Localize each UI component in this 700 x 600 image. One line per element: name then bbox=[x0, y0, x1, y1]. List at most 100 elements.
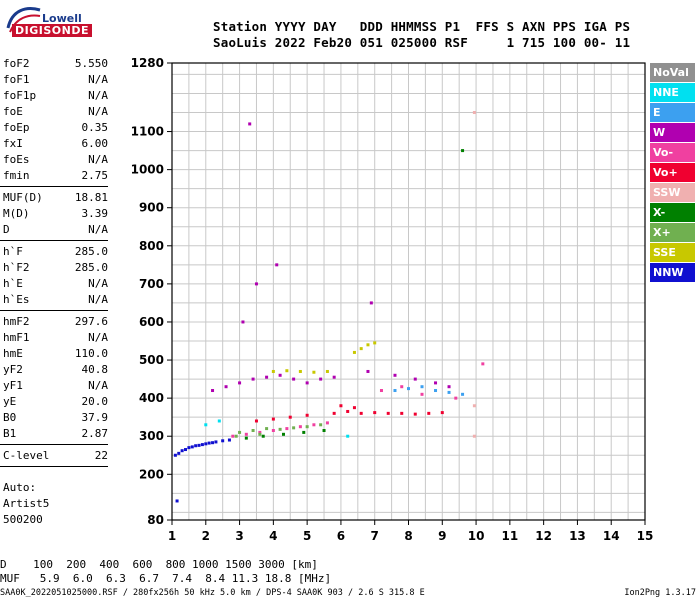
param-name: fmin bbox=[3, 169, 30, 182]
param-row: yF1 N/A bbox=[0, 378, 108, 394]
data-point-w bbox=[254, 282, 258, 286]
auto-code: 500200 bbox=[3, 513, 43, 526]
data-point-w bbox=[305, 381, 309, 385]
param-value: 2.87 bbox=[81, 427, 109, 440]
data-point-vominus bbox=[285, 427, 289, 431]
data-point-voplus bbox=[400, 411, 404, 415]
param-value: 22 bbox=[94, 449, 108, 462]
param-row: foEp 0.35 bbox=[0, 120, 108, 136]
param-row: h`E N/A bbox=[0, 276, 108, 292]
legend-item-ssw: SSW bbox=[650, 183, 695, 202]
data-point-w bbox=[278, 373, 282, 377]
param-name: hmF1 bbox=[3, 331, 30, 344]
param-value: N/A bbox=[88, 105, 108, 118]
data-point-xplus bbox=[238, 430, 242, 434]
legend: NoVal NNE E W Vo- Vo+ SSW X- X+ SSE NNW bbox=[650, 63, 695, 283]
data-point-nnw bbox=[194, 444, 198, 448]
data-point-nnw bbox=[173, 453, 177, 457]
data-point-w bbox=[265, 375, 269, 379]
data-point-xminus bbox=[461, 149, 465, 153]
legend-item-xplus: X+ bbox=[650, 223, 695, 242]
data-point-voplus bbox=[373, 411, 377, 415]
param-row: foE N/A bbox=[0, 104, 108, 120]
data-point-nnw bbox=[187, 446, 191, 450]
param-name: MUF(D) bbox=[3, 191, 43, 204]
param-row: MUF(D) 18.81 bbox=[0, 190, 108, 206]
param-row: h`F2 285.0 bbox=[0, 260, 108, 276]
data-point-nnw bbox=[184, 448, 188, 452]
param-name: h`F bbox=[3, 245, 23, 258]
param-value: N/A bbox=[88, 223, 108, 236]
param-separator bbox=[0, 186, 108, 187]
data-point-nnw bbox=[207, 441, 211, 445]
param-separator bbox=[0, 240, 108, 241]
data-point-xminus bbox=[322, 429, 326, 433]
parameter-panel: foF2 5.550 foF1 N/A foF1p N/A foE N/A foEp 0.35 fx… bbox=[0, 56, 108, 470]
data-point-w bbox=[275, 263, 279, 267]
data-point-ssw bbox=[472, 111, 476, 115]
data-point-sse bbox=[298, 369, 302, 373]
data-point-xplus bbox=[265, 427, 269, 431]
data-point-sse bbox=[373, 341, 377, 345]
y-tick-label: 80 bbox=[147, 513, 164, 527]
param-row: B0 37.9 bbox=[0, 410, 108, 426]
data-point-xminus bbox=[302, 430, 306, 434]
data-point-xplus bbox=[319, 423, 323, 427]
param-value: 285.0 bbox=[74, 245, 108, 258]
data-point-nnw bbox=[197, 443, 201, 447]
data-point-sse bbox=[271, 369, 275, 373]
param-value: 110.0 bbox=[74, 347, 108, 360]
param-value: 2.75 bbox=[81, 169, 109, 182]
legend-item-nnw: NNW bbox=[650, 263, 695, 282]
data-point-nne bbox=[204, 423, 208, 427]
param-row: hmF2 297.6 bbox=[0, 314, 108, 330]
data-point-sse bbox=[352, 350, 356, 354]
param-name: foF1 bbox=[3, 73, 30, 86]
data-point-voplus bbox=[332, 411, 336, 415]
data-point-vominus bbox=[400, 385, 404, 389]
data-point-vominus bbox=[231, 434, 235, 438]
data-point-w bbox=[224, 385, 228, 389]
param-value: N/A bbox=[88, 379, 108, 392]
data-point-w bbox=[292, 377, 296, 381]
data-point-voplus bbox=[352, 406, 356, 410]
param-name: foEs bbox=[3, 153, 30, 166]
data-point-xminus bbox=[261, 434, 265, 438]
data-point-voplus bbox=[440, 411, 444, 415]
auto-artist: Artist5 bbox=[3, 497, 50, 510]
data-point-w bbox=[434, 381, 438, 385]
auto-label: Auto: bbox=[3, 481, 37, 494]
param-row: foF1 N/A bbox=[0, 72, 108, 88]
data-point-sse bbox=[285, 369, 289, 373]
param-name: yF1 bbox=[3, 379, 23, 392]
data-point-ssw bbox=[472, 434, 476, 438]
data-point-nnw bbox=[175, 499, 179, 503]
logo-lowell: Lowell bbox=[42, 12, 82, 25]
data-point-nnw bbox=[200, 443, 204, 447]
x-tick-label: 8 bbox=[404, 529, 412, 543]
muf-table: D 100 200 400 600 800 1000 1500 3000 [km… bbox=[0, 558, 331, 586]
y-tick-label: 700 bbox=[139, 277, 164, 291]
legend-item-voplus: Vo+ bbox=[650, 163, 695, 182]
footer-file-info: SAA0K_2022051025000.RSF / 280fx256h 50 k… bbox=[0, 588, 425, 598]
param-value: 20.0 bbox=[81, 395, 109, 408]
param-value: 285.0 bbox=[74, 261, 108, 274]
x-tick-label: 6 bbox=[337, 529, 345, 543]
y-tick-label: 600 bbox=[139, 315, 164, 329]
param-value: N/A bbox=[88, 293, 108, 306]
param-row: h`F 285.0 bbox=[0, 244, 108, 260]
param-name: hmF2 bbox=[3, 315, 30, 328]
data-point-voplus bbox=[427, 411, 431, 415]
param-name: foF1p bbox=[3, 89, 37, 102]
data-point-w bbox=[211, 389, 215, 393]
data-point-vominus bbox=[298, 425, 302, 429]
data-point-nne bbox=[346, 434, 350, 438]
param-row: yE 20.0 bbox=[0, 394, 108, 410]
digisonde-swoosh-logo bbox=[6, 7, 41, 33]
data-point-vominus bbox=[325, 421, 329, 425]
header-columns: Station YYYY DAY DDD HHMMSS P1 FFS S AXN… bbox=[213, 19, 631, 34]
x-tick-label: 5 bbox=[303, 529, 311, 543]
data-point-voplus bbox=[305, 413, 309, 417]
y-tick-label: 400 bbox=[139, 391, 164, 405]
param-name: foEp bbox=[3, 121, 30, 134]
